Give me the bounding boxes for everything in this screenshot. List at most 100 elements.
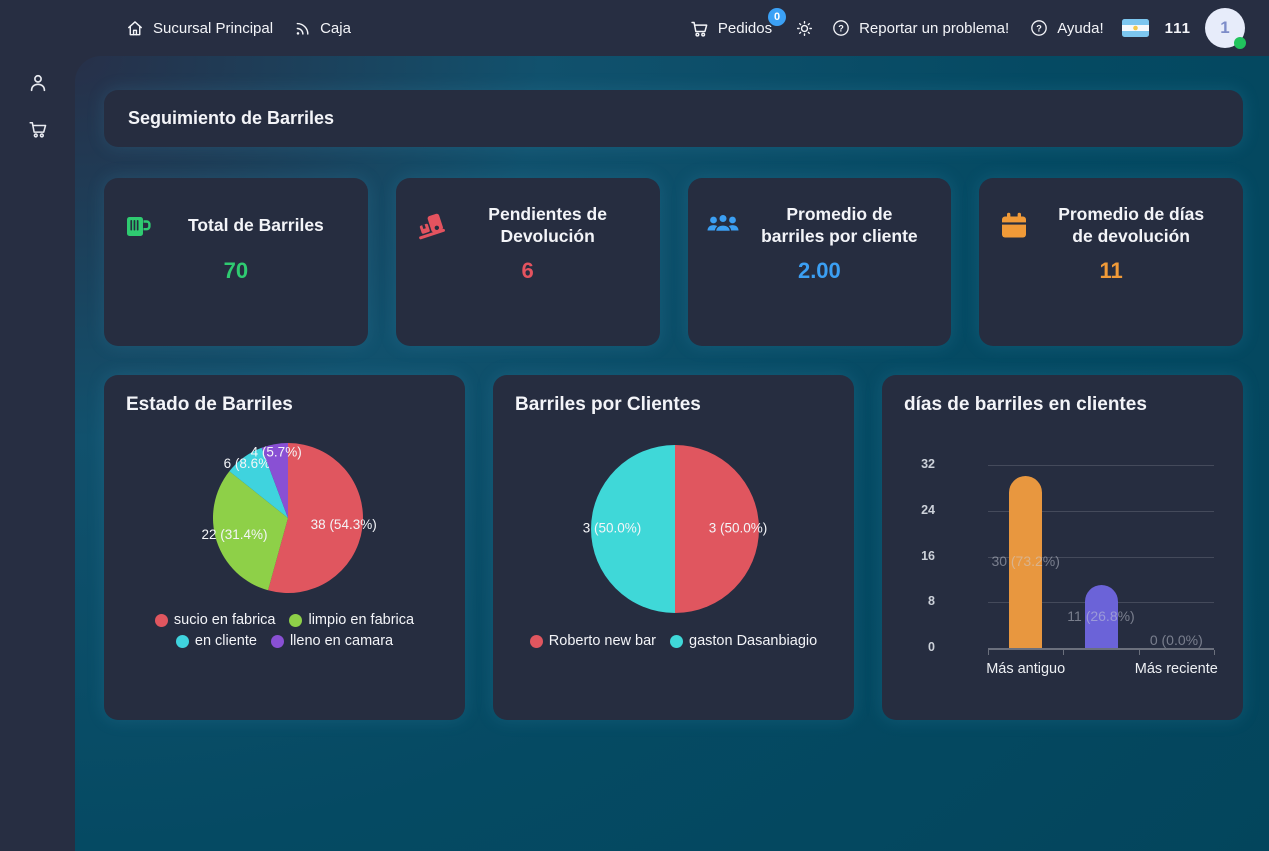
pie-slice-label: 6 (8.6%) [224, 456, 275, 471]
report-problem-link[interactable]: ? Reportar un problema! [831, 18, 1009, 38]
legend-item-gaston-Dasanbiagio[interactable]: gaston Dasanbiagio [670, 633, 817, 649]
stats-row: Total de Barriles 70 [104, 178, 1243, 346]
pie-svg: 38 (54.3%) 22 (31.4%) 6 (8.6%)4 (5.7%) [201, 443, 377, 593]
legend-item-Roberto-new-bar[interactable]: Roberto new bar [529, 633, 656, 649]
pie-slice-label: 4 (5.7%) [251, 445, 302, 460]
gridline-y32 [988, 465, 1214, 466]
stat-top: Total de Barriles [104, 204, 368, 248]
stat-top: Promedio de días de devolución [979, 204, 1243, 248]
online-status-dot [1234, 37, 1246, 49]
x-axis-tick [1063, 650, 1065, 655]
legend-item-sucio-en-fabrica[interactable]: sucio en fabrica [154, 612, 275, 628]
x-axis-tick [988, 650, 989, 655]
stat-top: Pendientes de Devolución [396, 204, 660, 248]
pie-slice-label: 38 (54.3%) [311, 517, 377, 532]
stat-title: Total de Barriles [187, 215, 324, 236]
stat-card-pendientes-devolucion: Pendientes de Devolución 6 [395, 178, 660, 346]
stat-title: Promedio de barriles por cliente [761, 204, 918, 246]
pie-slice-sucio-en-fabrica[interactable] [268, 443, 363, 593]
pie-slice-label: 22 (31.4%) [201, 527, 267, 542]
stat-title-wrap: Total de Barriles [158, 215, 368, 237]
x-category-label: Más reciente [1134, 661, 1218, 677]
stat-card-total-barriles: Total de Barriles 70 [104, 178, 368, 346]
legend-dot [270, 634, 284, 648]
chart-legend: sucio en fabrica limpio en fabrica en clie… [130, 612, 440, 649]
estado-de-barriles-chart: Estado de Barriles 38 (54.3%) 22 (31.4%) 6… [104, 375, 465, 720]
caja-label: Caja [320, 19, 351, 37]
stat-value: 70 [223, 258, 249, 283]
stat-value: 11 [1099, 258, 1123, 283]
sidebar-user-icon[interactable] [27, 72, 49, 94]
question-circle-icon: ? [1029, 18, 1049, 38]
pedidos-label: Pedidos [717, 19, 773, 37]
cart-icon [689, 18, 710, 39]
x-axis-tick [1214, 650, 1215, 655]
stat-title-wrap: Promedio de barriles por cliente [742, 204, 952, 248]
main-content: Seguimiento de Barriles Total de Barrile… [75, 56, 1269, 851]
legend-item-en-cliente[interactable]: en cliente [175, 633, 257, 649]
page-title: Seguimiento de Barriles [128, 108, 335, 128]
charts-row: Estado de Barriles 38 (54.3%) 22 (31.4%) 6… [104, 375, 1243, 720]
y-tick-label: 0 [928, 640, 935, 654]
legend-dot [289, 613, 303, 627]
avatar-initial: 1 [1220, 18, 1230, 37]
x-axis-tick [1138, 650, 1140, 655]
question-circle-icon: ? [831, 18, 851, 38]
gridline-y24 [988, 510, 1214, 512]
branch-selector[interactable]: Sucursal Principal [125, 18, 273, 38]
pie-slice-Roberto-new-bar[interactable] [675, 445, 759, 613]
y-tick-label: 8 [928, 594, 935, 609]
legend-dot [670, 634, 683, 648]
stat-card-promedio-barriles: Promedio de barriles por cliente 2.00 [687, 178, 952, 346]
pie-slice-lleno-en-camara[interactable] [261, 443, 288, 518]
pie-slice-limpio-en-fabrica[interactable] [212, 471, 288, 591]
stat-value: 6 [521, 258, 534, 283]
calendar-icon [995, 209, 1033, 243]
y-tick-label: 16 [921, 548, 935, 563]
stat-title: Promedio de días de devolución [1058, 204, 1205, 246]
stat-card-promedio-dias: Promedio de días de devolución 11 [979, 178, 1243, 346]
help-link[interactable]: ? Ayuda! [1029, 18, 1104, 38]
hand-truck-icon [412, 208, 450, 244]
legend-item-lleno-en-camara[interactable]: lleno en camara [270, 633, 393, 649]
chart-title: días de barriles en clientes [904, 394, 1147, 415]
theme-toggle-sun-icon[interactable] [794, 18, 815, 39]
bar-value-label: 0 (0.0%) [1149, 632, 1203, 648]
sidebar [0, 56, 75, 851]
rss-icon [293, 19, 312, 38]
legend-dot [529, 634, 543, 648]
pie-slice-gaston-Dasanbiagio[interactable] [591, 445, 675, 613]
argentina-flag-icon[interactable] [1121, 19, 1149, 37]
legend-label: en cliente [194, 633, 257, 649]
user-avatar[interactable]: 1 [1205, 8, 1246, 49]
bar-1[interactable] [1084, 585, 1118, 648]
legend-dot [154, 613, 168, 627]
bar-0[interactable] [1009, 476, 1043, 648]
stat-title-wrap: Pendientes de Devolución [450, 204, 660, 248]
beer-mug-icon [120, 209, 158, 243]
pedidos-nav[interactable]: Pedidos 0 [689, 7, 787, 39]
stat-value: 2.00 [797, 258, 841, 283]
bar-value-label: 30 (73.2%) [991, 553, 1060, 570]
pie-slice-label: 3 (50.0%) [583, 521, 642, 536]
page-header-card: Seguimiento de Barriles [104, 90, 1243, 147]
barriles-por-clientes-chart: Barriles por Clientes 3 (50.0%) 3 (50.0%)… [493, 375, 854, 720]
sidebar-cart-icon[interactable] [27, 118, 49, 140]
svg-text:?: ? [838, 23, 844, 33]
chart-legend: Roberto new bar gaston Dasanbiagio [513, 633, 834, 649]
branch-label: Sucursal Principal [153, 19, 274, 37]
caja-nav[interactable]: Caja [293, 19, 351, 38]
legend-dot [175, 634, 189, 648]
help-label: Ayuda! [1057, 19, 1104, 37]
legend-label: gaston Dasanbiagio [689, 633, 818, 649]
y-tick-label: 24 [921, 502, 935, 517]
y-tick-label: 32 [921, 457, 935, 471]
home-icon [125, 18, 145, 38]
users-icon [704, 209, 742, 243]
pedidos-badge: 0 [768, 7, 787, 26]
legend-label: Roberto new bar [548, 633, 656, 649]
gridline-y16 [988, 556, 1214, 558]
stat-title-wrap: Promedio de días de devolución [1033, 204, 1243, 248]
legend-item-limpio-en-fabrica[interactable]: limpio en fabrica [289, 612, 414, 628]
pie-slice-en-cliente[interactable] [229, 447, 288, 518]
